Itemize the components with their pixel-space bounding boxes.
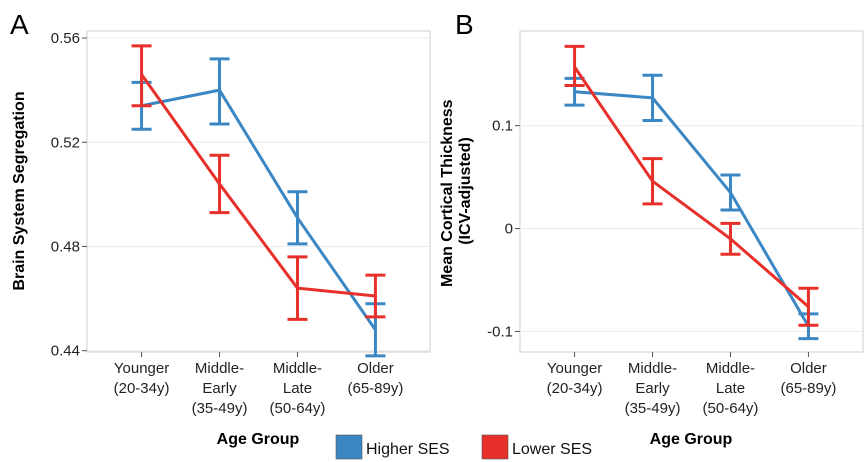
panel-a-line-lower-ses: [140, 73, 377, 298]
panel-a-x-ticks: Younger (20-34y) Middle-Early (35-49y) Middl…: [114, 352, 404, 417]
panel-a-x-tick-label: Younger (20-34y): [114, 360, 170, 397]
panel-a-errorbar-higher-ses: [209, 57, 230, 126]
panel-b-errorbar-lower-ses: [564, 44, 585, 88]
panel-b-series: [564, 44, 819, 341]
panel-a-errorbar-lower-ses: [287, 255, 308, 321]
panel-a-plot-area: [86, 30, 431, 353]
legend-swatch-higher-ses: [335, 434, 363, 460]
panel-b: B -0.1 0 0.1 Younger (20-34y) Middle-Early (3…: [439, 9, 864, 448]
panel-a-y-ticks: 0.44 0.48 0.52 0.56: [51, 30, 87, 360]
panel-b-y-ticks: -0.1 0 0.1: [487, 118, 520, 340]
panel-b-x-tick-label: Middle-Early (35-49y): [625, 360, 681, 417]
panel-b-y-axis-title: Mean Cortical Thickness (ICV-adjusted): [439, 95, 474, 287]
panel-b-x-tick-label: Middle-Late (50-64y): [703, 360, 759, 417]
panel-b-errorbar-higher-ses: [642, 73, 663, 123]
legend-item-lower-ses: Lower SES: [481, 434, 592, 460]
panel-a-y-axis-title: Brain System Segregation: [11, 91, 28, 290]
panel-b-y-tick-label: 0.1: [492, 118, 513, 135]
panel-a-series: [131, 44, 386, 358]
panel-a-line-higher-ses: [140, 88, 377, 332]
panel-a-y-tick-label: 0.48: [51, 238, 80, 255]
panel-a-gridlines: [87, 37, 430, 352]
legend-item-higher-ses: Higher SES: [335, 434, 450, 460]
panel-a-y-tick-label: 0.52: [51, 134, 80, 151]
panel-b-letter: B: [455, 9, 474, 40]
legend: Higher SES Lower SES: [335, 434, 592, 460]
legend-swatch-lower-ses: [481, 434, 509, 460]
panel-b-line-higher-ses: [573, 90, 810, 328]
panel-a-x-tick-label: Middle-Early (35-49y): [192, 360, 248, 417]
panel-a-x-tick-label: Older (65-89y): [348, 360, 404, 397]
panel-b-x-ticks: Younger (20-34y) Middle-Early (35-49y) Middl…: [547, 352, 837, 417]
panel-b-line-lower-ses: [573, 65, 810, 309]
panel-b-gridlines: [520, 125, 863, 332]
panel-a: A 0.44 0.48 0.52 0.56 Younger (20-34y) Middle…: [10, 9, 431, 448]
panel-b-x-axis-title: Age Group: [650, 431, 733, 448]
panel-a-errorbar-higher-ses: [287, 190, 308, 246]
panel-a-errorbar-lower-ses: [131, 44, 152, 108]
panel-b-errorbar-lower-ses: [798, 286, 819, 327]
panel-b-errorbar-lower-ses: [642, 157, 663, 206]
panel-a-errorbar-lower-ses: [365, 273, 386, 319]
panel-b-y-tick-label: 0: [505, 221, 513, 238]
panel-b-errorbar-lower-ses: [720, 221, 741, 256]
panel-b-x-tick-label: Older (65-89y): [781, 360, 837, 397]
panel-b-y-tick-label: -0.1: [487, 323, 513, 340]
panel-a-x-tick-label: Middle-Late (50-64y): [270, 360, 326, 417]
panel-a-y-tick-label: 0.56: [51, 30, 80, 47]
panel-a-y-tick-label: 0.44: [51, 343, 80, 360]
panel-b-errorbar-higher-ses: [720, 173, 741, 212]
legend-label-lower-ses: Lower SES: [512, 441, 592, 458]
panel-a-x-axis-title: Age Group: [217, 431, 300, 448]
legend-label-higher-ses: Higher SES: [366, 441, 450, 458]
panel-b-x-tick-label: Younger (20-34y): [547, 360, 603, 397]
panel-a-letter: A: [10, 9, 29, 40]
panel-a-errorbar-lower-ses: [209, 153, 230, 215]
